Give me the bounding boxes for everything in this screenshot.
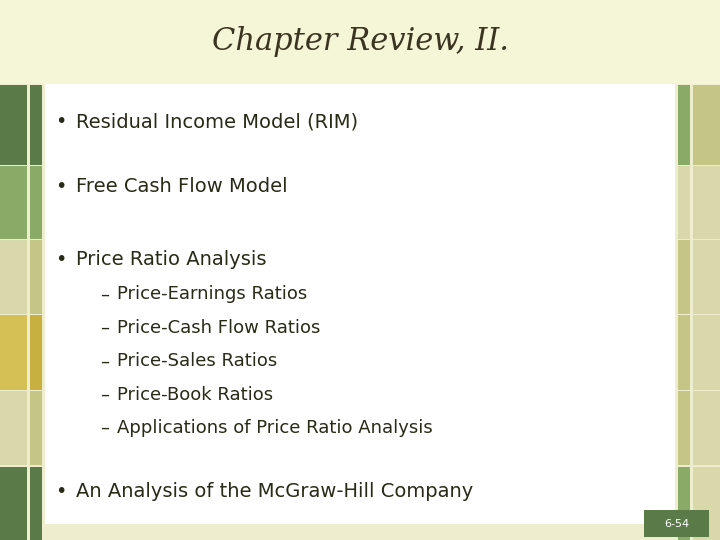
- Bar: [644, 510, 709, 537]
- Bar: [693, 315, 720, 390]
- Bar: [693, 0, 720, 84]
- Text: Free Cash Flow Model: Free Cash Flow Model: [76, 177, 287, 196]
- Bar: [678, 467, 690, 540]
- Bar: [0, 467, 27, 540]
- Bar: [30, 0, 42, 84]
- Bar: [678, 85, 690, 165]
- Bar: [45, 84, 675, 524]
- Bar: [0, 85, 27, 165]
- Text: Applications of Price Ratio Analysis: Applications of Price Ratio Analysis: [117, 419, 433, 437]
- Bar: [678, 166, 690, 239]
- Bar: [30, 166, 42, 239]
- Text: Price-Earnings Ratios: Price-Earnings Ratios: [117, 285, 307, 303]
- Bar: [678, 240, 690, 314]
- Bar: [678, 315, 690, 390]
- Bar: [693, 467, 720, 540]
- Bar: [693, 391, 720, 465]
- Bar: [0, 391, 27, 465]
- Text: 6-54: 6-54: [665, 519, 689, 529]
- Text: An Analysis of the McGraw-Hill Company: An Analysis of the McGraw-Hill Company: [76, 482, 473, 501]
- Text: •: •: [55, 112, 67, 131]
- Text: Price-Cash Flow Ratios: Price-Cash Flow Ratios: [117, 319, 320, 337]
- Bar: [30, 315, 42, 390]
- Text: •: •: [55, 177, 67, 196]
- Bar: [0, 240, 27, 314]
- Bar: [678, 0, 690, 84]
- Bar: [30, 85, 42, 165]
- Text: Price-Book Ratios: Price-Book Ratios: [117, 386, 273, 404]
- Text: Price-Sales Ratios: Price-Sales Ratios: [117, 352, 277, 370]
- Bar: [678, 391, 690, 465]
- Text: –: –: [100, 419, 109, 437]
- Bar: [693, 166, 720, 239]
- Bar: [30, 240, 42, 314]
- Bar: [0, 0, 27, 84]
- Text: –: –: [100, 319, 109, 337]
- Text: •: •: [55, 482, 67, 501]
- Bar: [0, 0, 720, 84]
- Text: Chapter Review, II.: Chapter Review, II.: [212, 26, 508, 57]
- Bar: [693, 85, 720, 165]
- Text: •: •: [55, 249, 67, 269]
- Bar: [30, 391, 42, 465]
- Bar: [30, 467, 42, 540]
- Text: Price Ratio Analysis: Price Ratio Analysis: [76, 249, 266, 269]
- Text: –: –: [100, 352, 109, 370]
- Text: –: –: [100, 386, 109, 404]
- Bar: [0, 166, 27, 239]
- Text: Residual Income Model (RIM): Residual Income Model (RIM): [76, 112, 358, 131]
- Text: –: –: [100, 285, 109, 303]
- Bar: [693, 240, 720, 314]
- Bar: [0, 315, 27, 390]
